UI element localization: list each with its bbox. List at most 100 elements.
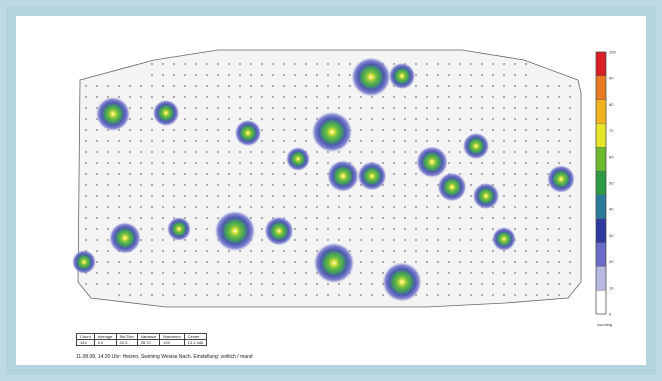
sensor-dot (206, 184, 208, 186)
sensor-dot (140, 228, 142, 230)
colorbar-segment (595, 170, 607, 196)
sensor-dot (426, 129, 428, 131)
sensor-dot (426, 85, 428, 87)
sensor-dot (96, 283, 98, 285)
sensor-dot (261, 162, 263, 164)
sensor-dot (107, 151, 109, 153)
sensor-dot (316, 173, 318, 175)
sensor-dot (404, 129, 406, 131)
sensor-dot (140, 195, 142, 197)
sensor-dot (569, 118, 571, 120)
sensor-dot (503, 85, 505, 87)
sensor-dot (239, 283, 241, 285)
sensor-dot (85, 195, 87, 197)
sensor-dot (470, 63, 472, 65)
sensor-dot (162, 261, 164, 263)
sensor-dot (371, 206, 373, 208)
sensor-dot (536, 140, 538, 142)
sensor-dot (360, 250, 362, 252)
sensor-dot (283, 63, 285, 65)
sensor-dot (437, 107, 439, 109)
sensor-dot (118, 85, 120, 87)
sensor-dot (272, 195, 274, 197)
sensor-dot (382, 250, 384, 252)
sensor-dot (371, 217, 373, 219)
sensor-dot (470, 272, 472, 274)
sensor-dot (195, 173, 197, 175)
sensor-dot (327, 162, 329, 164)
sensor-dot (195, 261, 197, 263)
sensor-dot (305, 129, 307, 131)
sensor-dot (250, 107, 252, 109)
sensor-dot (305, 107, 307, 109)
sensor-dot (107, 261, 109, 263)
sensor-dot (569, 228, 571, 230)
sensor-dot (316, 239, 318, 241)
sensor-dot (536, 118, 538, 120)
sensor-dot (173, 261, 175, 263)
outer-frame: 100 90 80 70 60 50 40 30 20 10 0 counting Count Av… (6, 6, 656, 375)
sensor-dot (217, 151, 219, 153)
sensor-dot (184, 140, 186, 142)
sensor-dot (228, 206, 230, 208)
sensor-dot (525, 217, 527, 219)
sensor-dot (173, 129, 175, 131)
sensor-dot (459, 140, 461, 142)
sensor-dot (569, 96, 571, 98)
sensor-dot (217, 96, 219, 98)
sensor-dot (272, 96, 274, 98)
sensor-dot (217, 184, 219, 186)
sensor-dot (272, 151, 274, 153)
sensor-dot (217, 107, 219, 109)
heatmap-panel: 100 90 80 70 60 50 40 30 20 10 0 counting Count Av… (16, 16, 646, 365)
sensor-dot (503, 96, 505, 98)
sensor-dot (437, 239, 439, 241)
sensor-dot (206, 250, 208, 252)
sensor-dot (283, 85, 285, 87)
sensor-dot (206, 118, 208, 120)
sensor-dot (327, 239, 329, 241)
sensor-dot (448, 250, 450, 252)
sensor-dot (305, 250, 307, 252)
sensor-dot (118, 151, 120, 153)
sensor-dot (151, 151, 153, 153)
sensor-dot (382, 118, 384, 120)
sensor-dot (272, 63, 274, 65)
sensor-dot (195, 283, 197, 285)
sensor-dot (129, 184, 131, 186)
sensor-dot (569, 151, 571, 153)
colorbar-tick-label: 10 (609, 285, 614, 290)
sensor-dot (426, 74, 428, 76)
sensor-dot (96, 140, 98, 142)
sensor-dot (162, 294, 164, 296)
sensor-dot (140, 294, 142, 296)
sensor-dot (470, 250, 472, 252)
sensor-dot (514, 63, 516, 65)
sensor-dot (118, 261, 120, 263)
sensor-dot (569, 283, 571, 285)
sensor-dot (283, 250, 285, 252)
sensor-dot (448, 140, 450, 142)
hotspot (382, 262, 422, 302)
sensor-dot (228, 162, 230, 164)
sensor-dot (140, 250, 142, 252)
colorbar-segment (595, 266, 607, 291)
sensor-dot (140, 118, 142, 120)
sensor-dot (184, 217, 186, 219)
sensor-dot (162, 129, 164, 131)
sensor-dot (393, 206, 395, 208)
sensor-dot (492, 151, 494, 153)
sensor-dot (426, 184, 428, 186)
sensor-dot (294, 283, 296, 285)
sensor-dot (525, 107, 527, 109)
sensor-dot (426, 195, 428, 197)
sensor-dot (470, 85, 472, 87)
sensor-dot (294, 294, 296, 296)
sensor-dot (514, 129, 516, 131)
sensor-dot (173, 140, 175, 142)
sensor-dot (448, 107, 450, 109)
sensor-dot (459, 74, 461, 76)
hotspot (547, 165, 575, 193)
sensor-dot (107, 85, 109, 87)
sensor-dot (195, 140, 197, 142)
